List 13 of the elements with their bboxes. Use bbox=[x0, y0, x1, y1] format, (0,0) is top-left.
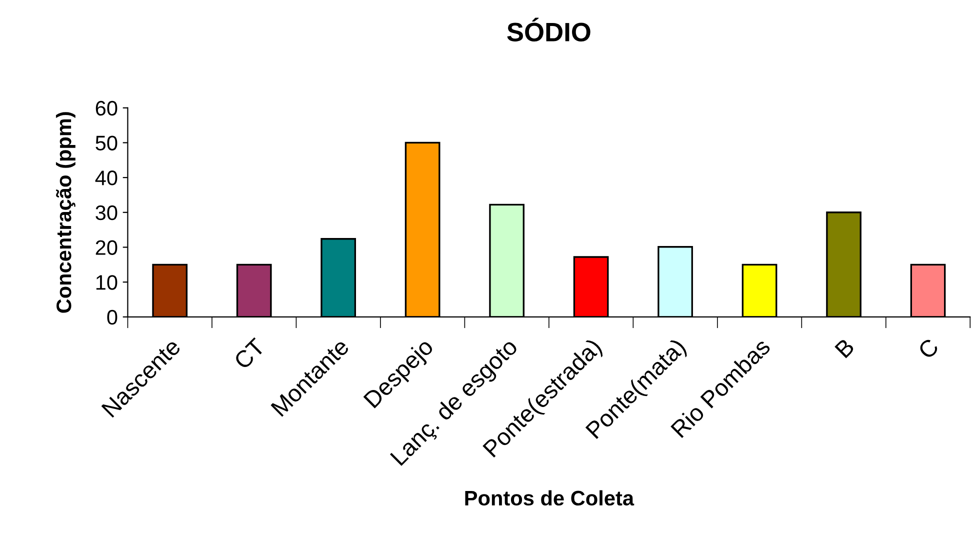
y-tick-label: 60 bbox=[96, 100, 118, 116]
x-tick-label: C bbox=[917, 337, 940, 360]
y-tick-label: 20 bbox=[96, 240, 118, 255]
y-tick-label: 10 bbox=[96, 275, 118, 290]
x-tick-label: B bbox=[834, 338, 855, 358]
y-axis-title: Concentração (ppm) bbox=[56, 112, 76, 313]
y-tick-label: 30 bbox=[96, 205, 118, 220]
y-tick-label: 0 bbox=[107, 310, 118, 325]
y-tick-label: 50 bbox=[96, 136, 118, 150]
y-tick-label: 40 bbox=[95, 170, 118, 186]
x-tick-label: CT bbox=[233, 337, 266, 370]
chart-title: SÓDIO bbox=[507, 18, 590, 42]
x-axis-title: Pontos de Coleta bbox=[465, 490, 634, 506]
